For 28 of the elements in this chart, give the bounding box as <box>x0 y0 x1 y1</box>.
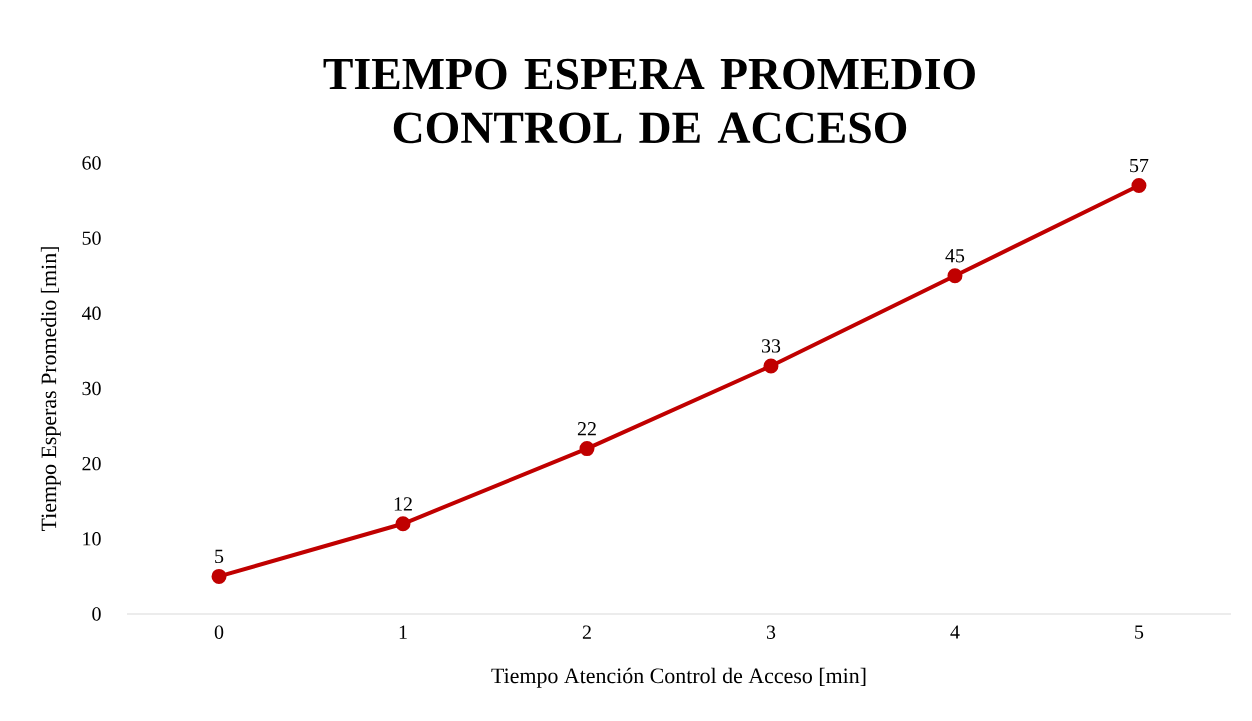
data-label: 45 <box>945 249 965 263</box>
y-tick-label: 60 <box>82 156 101 170</box>
y-tick-label: 50 <box>82 231 101 245</box>
point <box>579 441 595 457</box>
y-tick-label: 20 <box>82 456 101 471</box>
point <box>763 358 779 374</box>
data-label: 12 <box>394 497 412 511</box>
x-tick-label: 5 <box>1135 625 1144 639</box>
point <box>211 568 227 584</box>
data-label: 33 <box>761 339 781 353</box>
point <box>947 268 963 284</box>
x-axis-title: Tiempo Atención Control de Acceso [min] <box>491 667 866 688</box>
x-tick-label: 0 <box>214 625 224 639</box>
x-tick-label: 2 <box>582 625 591 639</box>
y-axis-title: Tiempo Esperas Promedio [min] <box>40 247 61 532</box>
y-tick-label: 0 <box>92 607 101 621</box>
point <box>1131 178 1147 194</box>
x-tick-label: 1 <box>399 625 407 639</box>
x-tick-label: 4 <box>950 625 960 639</box>
x-tick-label: 3 <box>766 625 776 639</box>
y-tick-label: 10 <box>83 532 101 546</box>
data-label: 22 <box>577 422 596 436</box>
chart-title: TIEMPO ESPERA PROMEDIO CONTROL DE ACCESO <box>323 58 975 144</box>
y-tick-label: 30 <box>82 381 101 396</box>
data-label: 5 <box>215 549 224 564</box>
point <box>395 516 411 532</box>
data-label: 57 <box>1130 158 1149 173</box>
y-tick-label: 40 <box>81 306 101 321</box>
